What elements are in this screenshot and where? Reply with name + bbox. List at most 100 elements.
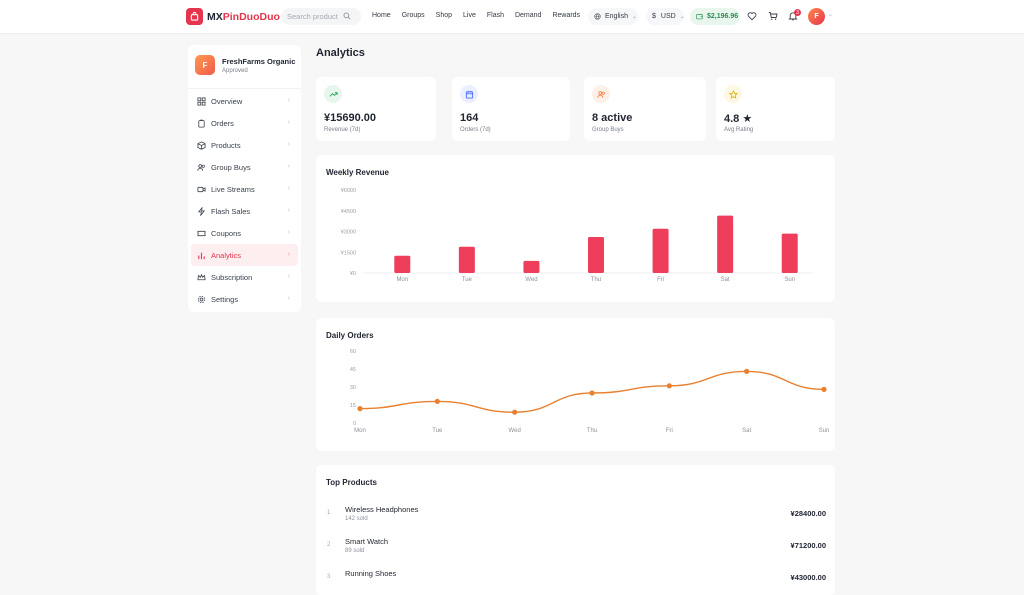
stat-card: 164 Orders (7d): [452, 77, 570, 141]
sidebar-item-label: Overview: [211, 96, 243, 106]
weekly-revenue-title: Weekly Revenue: [326, 168, 389, 177]
search-icon[interactable]: [343, 12, 351, 22]
y-tick-label: ¥4500: [341, 209, 356, 215]
page-title: Analytics: [316, 47, 365, 59]
globe-icon: [594, 13, 601, 20]
wallet-balance[interactable]: $2,196.96: [690, 8, 740, 25]
chevron-down-icon: ⌄: [679, 14, 685, 20]
top-bar: MXPinDuoDuo Home Groups Shop Live Flash …: [0, 0, 1024, 34]
sidebar-menu: Overview › Orders › Products › Group Buys › Live…: [191, 90, 298, 310]
data-point[interactable]: [589, 390, 595, 396]
notification-badge: 3: [794, 9, 801, 16]
store-name: FreshFarms Organic: [222, 56, 296, 66]
bar[interactable]: [394, 255, 411, 273]
nav-home[interactable]: Home: [372, 12, 391, 19]
y-tick-label: 45: [350, 367, 356, 373]
chevron-down-icon: ⌄: [631, 14, 637, 20]
star-icon: [724, 85, 742, 103]
data-point[interactable]: [357, 406, 363, 412]
product-row[interactable]: 3 Running Shoes ¥43000.00: [316, 563, 835, 595]
stat-value: 8 active: [592, 112, 633, 124]
sidebar-item-label: Settings: [211, 294, 239, 304]
stat-label: Group Buys: [592, 127, 624, 133]
chevron-right-icon: ›: [287, 207, 290, 214]
top-products-title: Top Products: [326, 478, 377, 487]
nav-demand[interactable]: Demand: [514, 12, 542, 19]
data-point[interactable]: [512, 409, 518, 415]
y-tick-label: ¥1500: [341, 250, 356, 256]
search-input[interactable]: [287, 12, 343, 21]
data-point[interactable]: [821, 386, 827, 392]
nav-shop[interactable]: Shop: [435, 12, 453, 19]
sidebar-item-settings[interactable]: Settings ›: [191, 288, 298, 310]
user-avatar[interactable]: F: [808, 8, 825, 25]
sidebar-item-live-streams[interactable]: Live Streams ›: [191, 178, 298, 200]
nav-groups[interactable]: Groups: [401, 12, 425, 19]
x-tick-label: Thu: [587, 428, 597, 434]
bar[interactable]: [652, 228, 669, 273]
sidebar-item-label: Products: [211, 140, 241, 150]
product-name: Wireless Headphones: [345, 505, 419, 514]
sidebar-item-subscription[interactable]: Subscription ›: [191, 266, 298, 288]
brand-prefix: MX: [207, 10, 223, 23]
sidebar-item-group-buys[interactable]: Group Buys ›: [191, 156, 298, 178]
product-name: Smart Watch: [345, 537, 389, 546]
clipboard-icon: [197, 119, 206, 128]
wallet-icon: [696, 13, 703, 20]
box-icon: [197, 140, 206, 150]
brand-logo[interactable]: MXPinDuoDuo: [186, 8, 280, 25]
weekly-revenue-chart: ¥0 ¥1500 ¥3000 ¥4500 ¥6000 Mon Tue Wed Thu Fri Sat…: [341, 188, 814, 283]
bar[interactable]: [458, 246, 475, 273]
bar[interactable]: [588, 237, 604, 273]
bar[interactable]: [717, 215, 734, 273]
product-row[interactable]: 1 Wireless Headphones 142 sold ¥28400.00: [316, 499, 835, 531]
chevron-right-icon: ›: [287, 295, 290, 302]
main-nav: Home Groups Shop Live Flash Demand Rewar…: [372, 12, 591, 19]
sidebar-item-coupons[interactable]: Coupons ›: [191, 222, 298, 244]
search-box: [281, 8, 361, 25]
x-tick-label: Wed: [525, 277, 537, 283]
currency-selector[interactable]: $ USD ⌄: [646, 8, 685, 25]
shopping-bag-icon: [186, 8, 203, 25]
product-revenue: ¥28400.00: [790, 509, 826, 518]
product-row[interactable]: 2 Smart Watch 89 sold ¥71200.00: [316, 531, 835, 563]
sidebar-item-flash-sales[interactable]: Flash Sales ›: [191, 200, 298, 222]
cart-icon[interactable]: [768, 11, 778, 23]
balance-amount: $2,196.96: [707, 13, 739, 20]
product-sold: 142 sold: [345, 516, 368, 522]
sidebar-item-analytics[interactable]: Analytics ›: [191, 244, 298, 266]
chevron-right-icon: ›: [287, 273, 290, 280]
nav-flash[interactable]: Flash: [486, 12, 504, 19]
data-point[interactable]: [666, 383, 672, 389]
stat-value: 4.8 ★: [724, 113, 753, 125]
sidebar-item-label: Subscription: [211, 272, 253, 282]
stat-value: ¥15690.00: [324, 112, 376, 124]
sidebar-item-products[interactable]: Products ›: [191, 134, 298, 156]
x-tick-label: Tue: [462, 277, 473, 283]
top-products-card: Top Products 1 Wireless Headphones 142 sol…: [316, 465, 835, 595]
daily-orders-title: Daily Orders: [326, 331, 374, 340]
x-tick-label: Mon: [354, 428, 366, 434]
bar-chart-icon: [197, 251, 206, 260]
x-tick-label: Wed: [509, 428, 521, 434]
brand-name: MXPinDuoDuo: [207, 11, 280, 23]
chevron-down-icon[interactable]: ⌄: [828, 12, 834, 18]
sidebar-item-orders[interactable]: Orders ›: [191, 112, 298, 134]
product-rank: 2: [327, 542, 331, 548]
chevron-right-icon: ›: [287, 141, 290, 148]
trending-up-icon: [324, 85, 342, 103]
nav-live[interactable]: Live: [463, 12, 476, 19]
x-tick-label: Tue: [432, 428, 443, 434]
users-icon: [197, 163, 206, 172]
nav-rewards[interactable]: Rewards: [552, 12, 581, 19]
bar[interactable]: [781, 233, 798, 273]
data-point[interactable]: [434, 398, 440, 404]
stat-card: ¥15690.00 Revenue (7d): [316, 77, 436, 141]
bar[interactable]: [523, 260, 540, 273]
sidebar-item-overview[interactable]: Overview ›: [191, 90, 298, 112]
heart-icon[interactable]: [747, 11, 757, 23]
stat-label: Orders (7d): [460, 127, 491, 133]
data-point[interactable]: [744, 368, 750, 374]
y-tick-label: 15: [350, 403, 356, 409]
language-selector[interactable]: English ⌄: [588, 8, 638, 25]
